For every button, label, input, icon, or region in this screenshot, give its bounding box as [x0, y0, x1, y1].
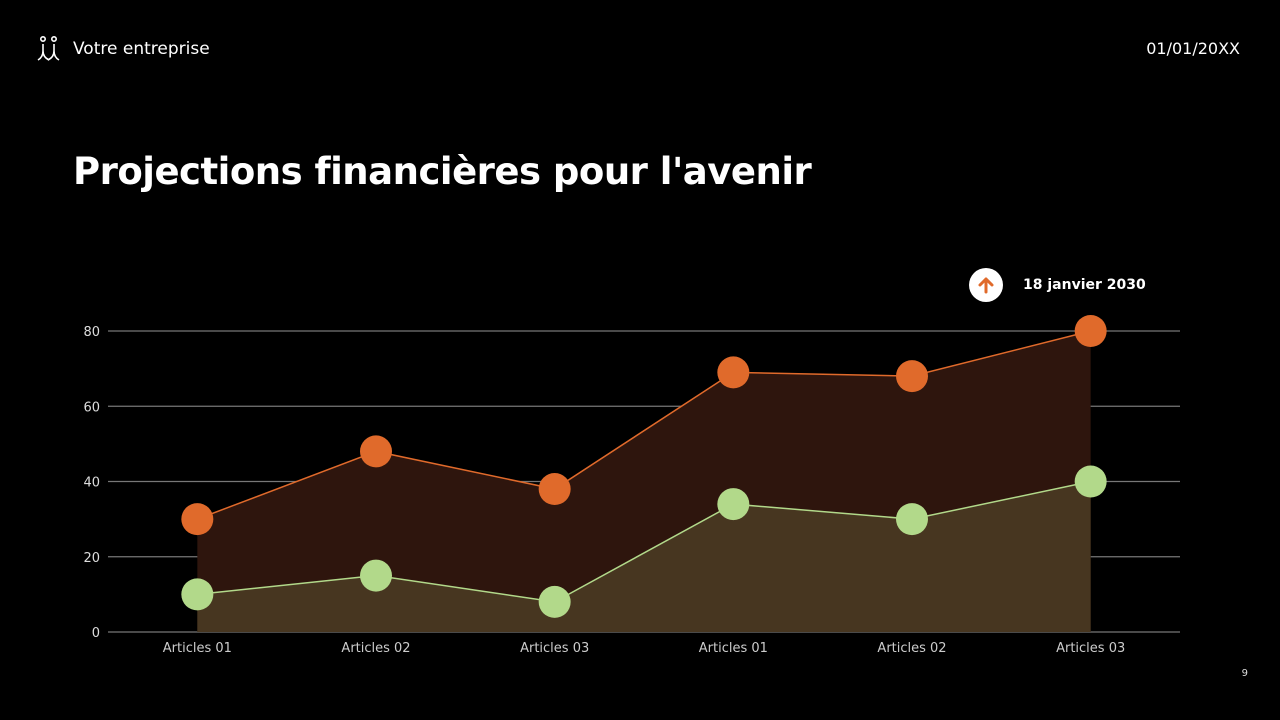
series-2-line — [197, 480, 1091, 603]
x-tick-label: Articles 03 — [1056, 641, 1125, 656]
series-2-point — [717, 488, 750, 521]
series-2-point — [896, 503, 928, 536]
y-tick-label: 20 — [83, 551, 100, 566]
x-tick-label: Articles 01 — [699, 641, 768, 656]
x-tick-label: Articles 01 — [163, 641, 232, 656]
series-1-point — [360, 435, 392, 468]
page-title: Projections financières pour l'avenir — [73, 150, 812, 193]
x-tick-label: Articles 03 — [520, 641, 589, 656]
x-tick-label: Articles 02 — [877, 641, 946, 656]
series-2-point — [538, 585, 571, 618]
header-date: 01/01/20XX — [1146, 39, 1240, 58]
date-annotation: 18 janvier 2030 — [969, 268, 1146, 302]
series-1-point — [896, 360, 928, 393]
people-icon — [37, 36, 60, 61]
annotation-label: 18 janvier 2030 — [1023, 277, 1146, 293]
y-tick-label: 40 — [83, 476, 100, 491]
series-1-line — [197, 330, 1091, 520]
series-2-area — [197, 481, 1091, 632]
series-2-point — [1074, 465, 1107, 498]
series-2-point — [181, 578, 214, 611]
x-tick-label: Articles 02 — [341, 641, 410, 656]
series-1-point — [538, 473, 571, 506]
arrow-up-icon — [969, 268, 1003, 302]
brand: Votre entreprise — [37, 36, 210, 62]
y-tick-label: 60 — [83, 400, 100, 415]
series-2-point — [360, 559, 392, 592]
company-name: Votre entreprise — [73, 39, 210, 59]
y-tick-label: 0 — [92, 626, 100, 641]
series-1-point — [1074, 315, 1107, 347]
page-number: 9 — [1241, 668, 1248, 679]
y-tick-label: 80 — [83, 325, 100, 340]
series-1-point — [717, 356, 750, 389]
series-1-point — [181, 503, 214, 536]
